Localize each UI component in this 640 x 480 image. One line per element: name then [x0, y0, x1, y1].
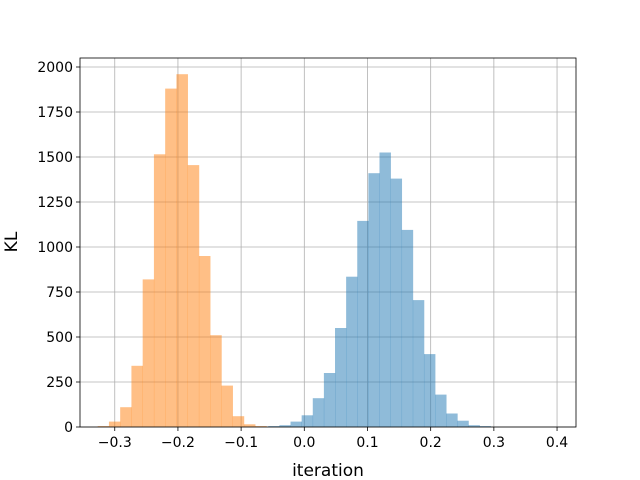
- histogram-bar-series-1: [479, 426, 492, 427]
- histogram-bar-series-1: [268, 426, 280, 427]
- y-tick-label: 500: [46, 330, 73, 346]
- histogram-bar-series-1: [379, 152, 391, 427]
- y-axis-title: KL: [2, 231, 22, 252]
- x-axis-title: iteration: [292, 461, 364, 480]
- histogram-bar-series-2: [165, 88, 177, 427]
- x-tick-label: 0.1: [356, 435, 378, 451]
- y-tick-label: 750: [46, 285, 73, 301]
- histogram-bars: [97, 74, 492, 428]
- histogram-bar-series-1: [279, 425, 291, 427]
- histogram-bar-series-2: [142, 279, 155, 427]
- histogram-bar-series-1: [312, 398, 325, 427]
- histogram-bar-series-1: [412, 300, 425, 427]
- histogram-bar-series-1: [290, 421, 302, 427]
- x-tick-label: 0.0: [293, 435, 315, 451]
- histogram-bar-series-1: [401, 229, 414, 427]
- histogram-bar-series-1: [357, 220, 369, 427]
- histogram-bar-series-2: [232, 416, 245, 427]
- x-tick-label: −0.3: [98, 435, 132, 451]
- histogram-bar-series-1: [468, 425, 480, 427]
- y-axis-ticks: 0 250 500 750 1000 1250 1500 1750 2000: [37, 60, 80, 436]
- x-tick-label: 0.3: [483, 435, 505, 451]
- histogram-bar-series-2: [187, 165, 200, 427]
- histogram-bar-series-1: [435, 394, 447, 427]
- histogram-bar-series-1: [323, 373, 336, 427]
- histogram-bar-series-1: [368, 173, 380, 427]
- histogram-bar-series-2: [131, 365, 143, 427]
- histogram-bar-series-1: [301, 415, 314, 427]
- plot-frame: [79, 57, 577, 428]
- histogram-bar-series-2: [198, 256, 211, 427]
- x-tick-label: 0.2: [420, 435, 442, 451]
- x-axis-ticks: −0.3 −0.2 −0.1 0.0 0.1 0.2 0.3 0.4: [98, 427, 568, 451]
- y-tick-label: 1250: [37, 195, 73, 211]
- histogram-bar-series-1: [335, 328, 347, 427]
- histogram-bar-series-1: [346, 276, 358, 427]
- histogram-bar-series-1: [457, 420, 469, 427]
- y-tick-label: 250: [46, 375, 73, 391]
- x-tick-label: −0.1: [224, 435, 258, 451]
- histogram-bar-series-1: [390, 178, 403, 427]
- histogram-bar-series-2: [210, 335, 222, 427]
- histogram-bar-series-2: [176, 74, 188, 427]
- histogram-bar-series-1: [423, 354, 436, 427]
- y-tick-label: 1750: [37, 105, 73, 121]
- histogram-bar-series-2: [221, 385, 233, 427]
- histogram-bar-series-2: [120, 407, 132, 427]
- histogram-bar-series-2: [255, 426, 267, 427]
- x-tick-label: −0.2: [161, 435, 195, 451]
- histogram-bar-series-2: [108, 421, 121, 427]
- x-tick-label: 0.4: [546, 435, 568, 451]
- y-tick-label: 2000: [37, 60, 73, 76]
- y-tick-label: 1500: [37, 150, 73, 166]
- histogram-bar-series-2: [153, 154, 166, 428]
- histogram-bar-series-1: [446, 413, 458, 427]
- histogram-bar-series-2: [243, 424, 256, 427]
- histogram-bar-series-2: [97, 426, 110, 427]
- y-tick-label: 1000: [37, 240, 73, 256]
- y-tick-label: 0: [64, 420, 73, 436]
